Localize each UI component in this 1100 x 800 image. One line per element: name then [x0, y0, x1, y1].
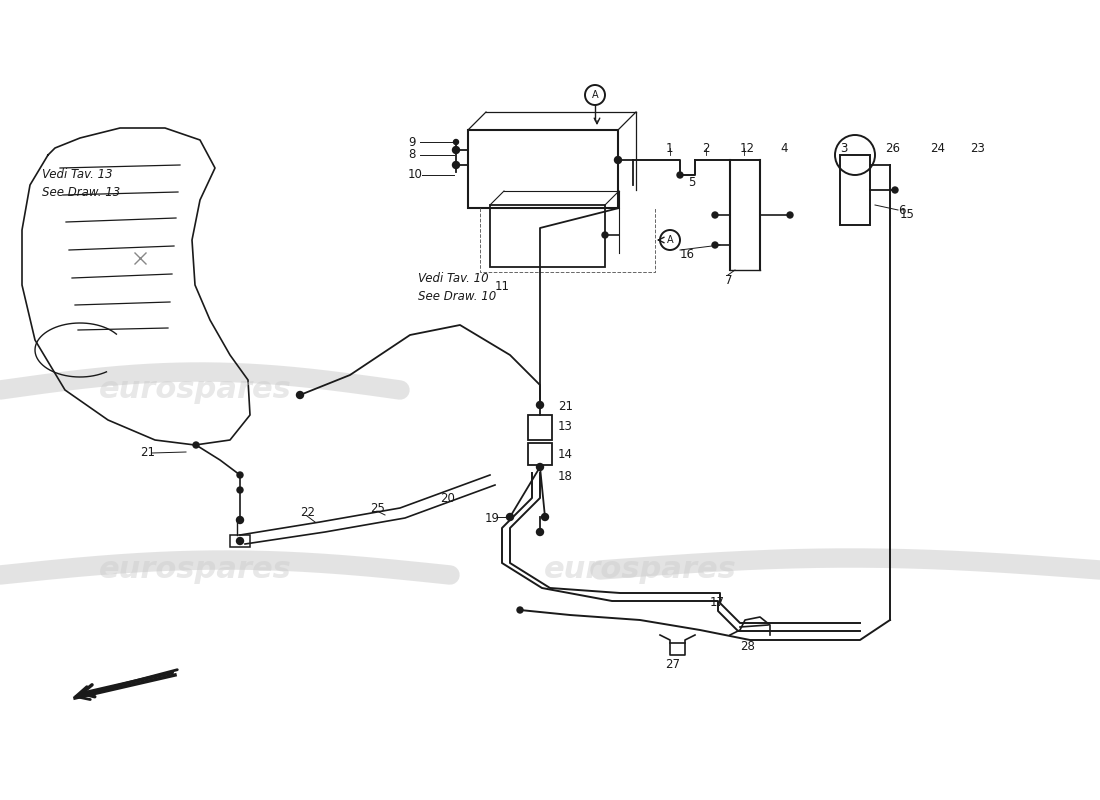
Text: 25: 25: [370, 502, 385, 514]
Circle shape: [892, 187, 898, 193]
Circle shape: [452, 146, 460, 154]
Text: 27: 27: [666, 658, 680, 671]
Text: 22: 22: [300, 506, 315, 518]
Circle shape: [541, 514, 549, 521]
Circle shape: [452, 162, 460, 169]
Text: A: A: [667, 235, 673, 245]
Text: 11: 11: [495, 281, 510, 294]
Text: 5: 5: [688, 177, 695, 190]
Circle shape: [712, 212, 718, 218]
Text: Vedi Tav. 10
See Draw. 10: Vedi Tav. 10 See Draw. 10: [418, 272, 496, 303]
Text: 15: 15: [900, 209, 915, 222]
Circle shape: [712, 242, 718, 248]
Text: eurospares: eurospares: [99, 555, 292, 585]
Text: 6: 6: [898, 203, 905, 217]
Text: 9: 9: [408, 135, 416, 149]
Circle shape: [506, 514, 514, 521]
Circle shape: [537, 402, 543, 409]
Text: 18: 18: [558, 470, 573, 483]
Text: 7: 7: [725, 274, 733, 286]
Circle shape: [236, 487, 243, 493]
Bar: [230, 535, 250, 547]
Circle shape: [537, 463, 543, 470]
Circle shape: [537, 529, 543, 535]
Text: Vedi Tav. 13
See Draw. 13: Vedi Tav. 13 See Draw. 13: [42, 168, 120, 199]
Text: 24: 24: [930, 142, 945, 154]
Text: 1: 1: [666, 142, 673, 154]
Circle shape: [453, 139, 459, 145]
Text: 8: 8: [408, 149, 416, 162]
Text: 3: 3: [840, 142, 847, 154]
Text: 14: 14: [558, 447, 573, 461]
Text: 17: 17: [710, 597, 725, 610]
Circle shape: [676, 172, 683, 178]
Text: A: A: [592, 90, 598, 100]
Text: 16: 16: [680, 249, 695, 262]
Circle shape: [297, 391, 304, 398]
Bar: [528, 415, 552, 440]
Text: 13: 13: [558, 421, 573, 434]
Text: eurospares: eurospares: [543, 555, 736, 585]
Circle shape: [517, 607, 522, 613]
Text: 10: 10: [408, 169, 422, 182]
Bar: [490, 205, 605, 267]
Circle shape: [236, 517, 243, 523]
Circle shape: [192, 442, 199, 448]
Text: 4: 4: [780, 142, 788, 154]
Text: 28: 28: [740, 641, 755, 654]
Text: 19: 19: [485, 513, 501, 526]
Text: 12: 12: [740, 142, 755, 154]
Bar: [468, 130, 618, 208]
Text: 20: 20: [440, 491, 455, 505]
Text: eurospares: eurospares: [99, 375, 292, 405]
Bar: [528, 443, 552, 465]
Text: 21: 21: [558, 401, 573, 414]
Circle shape: [602, 232, 608, 238]
Bar: [840, 155, 870, 225]
Text: 26: 26: [886, 142, 900, 154]
Circle shape: [236, 472, 243, 478]
Circle shape: [236, 538, 243, 545]
Text: 21: 21: [140, 446, 155, 459]
Circle shape: [615, 157, 622, 163]
Text: 2: 2: [702, 142, 710, 154]
Text: 23: 23: [970, 142, 985, 154]
Circle shape: [786, 212, 793, 218]
